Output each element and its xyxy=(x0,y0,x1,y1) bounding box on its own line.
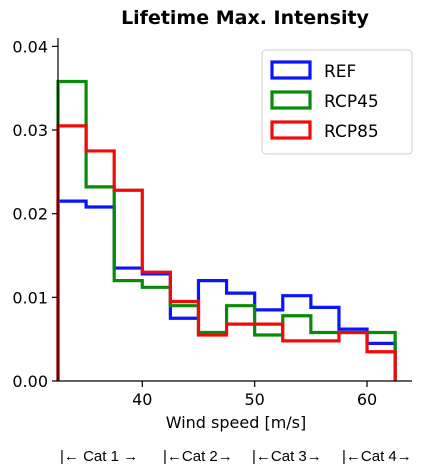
y-axis: 0.00 0.01 0.02 0.03 0.04 xyxy=(12,37,59,391)
y-tick-label: 0.03 xyxy=(12,121,48,140)
series-line-rcp85 xyxy=(56,124,397,381)
series-line-rcp45 xyxy=(56,79,397,381)
x-tick-label: 40 xyxy=(132,390,152,409)
x-axis-label: Wind speed [m/s] xyxy=(166,413,307,432)
legend-swatch-rcp45 xyxy=(270,90,312,110)
chart-title: Lifetime Max. Intensity xyxy=(121,7,369,29)
y-tick-label: 0.02 xyxy=(12,205,48,224)
legend: REF RCP45 RCP85 xyxy=(261,49,413,155)
category-row: |← Cat 1 → |←Cat 2→ |←Cat 3→ |←Cat 4→ xyxy=(0,442,434,472)
y-tick-label: 0.04 xyxy=(12,37,48,56)
category-label-cat2: |←Cat 2→ xyxy=(163,448,233,465)
x-tick-label: 60 xyxy=(357,390,377,409)
category-label-cat1: |← Cat 1 → xyxy=(60,448,139,465)
legend-label-ref: REF xyxy=(324,62,356,82)
histogram-chart: Lifetime Max. Intensity 0.00 0.01 0.02 0.03… xyxy=(12,7,413,432)
y-tick-label: 0.01 xyxy=(12,288,48,307)
y-tick-label: 0.00 xyxy=(12,372,48,391)
legend-label-rcp45: RCP45 xyxy=(324,92,379,112)
x-tick-label: 50 xyxy=(244,390,264,409)
category-label-cat3: |←Cat 3→ xyxy=(252,448,322,465)
series-line-ref xyxy=(56,199,397,381)
x-axis: 40 50 60 xyxy=(58,380,412,409)
legend-swatch-ref xyxy=(270,60,312,80)
plot-area xyxy=(56,79,397,381)
legend-box xyxy=(261,49,413,155)
category-label-cat4: |←Cat 4→ xyxy=(342,448,412,465)
legend-label-rcp85: RCP85 xyxy=(324,122,379,142)
legend-swatch-rcp85 xyxy=(270,120,312,140)
